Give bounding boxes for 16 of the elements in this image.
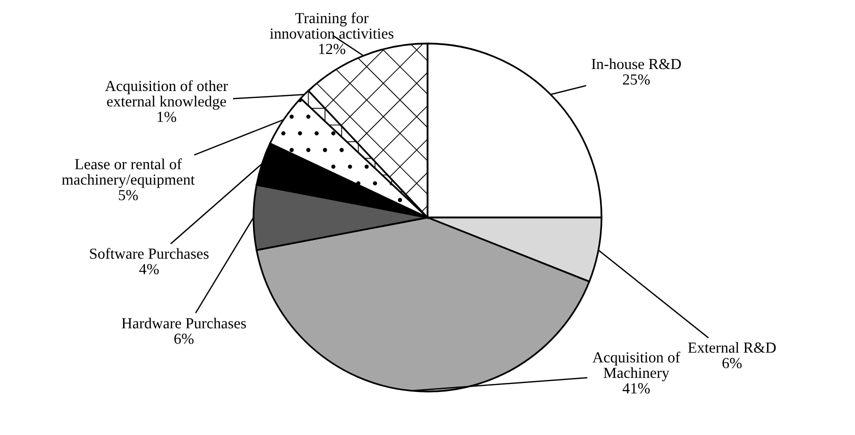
slice-label: Training for innovation activities <box>270 12 394 39</box>
slice-label: Lease or rental of machinery/equipment <box>62 158 195 188</box>
data-label: 25% <box>622 74 650 85</box>
slice-label: Hardware Purchases <box>122 318 246 328</box>
slice-label: Acquisition of Machinery <box>592 352 680 382</box>
data-label: 4% <box>139 264 159 274</box>
data-label: 6% <box>722 358 742 368</box>
data-label: 5% <box>118 190 138 200</box>
data-label: 1% <box>158 112 176 122</box>
slice-label: Software Purchases <box>90 248 209 259</box>
slice-label: Acquisition of other external knowledge <box>105 80 228 110</box>
data-label: 41% <box>622 383 650 394</box>
slice-label: In-house R&D <box>592 58 681 70</box>
data-label: 12% <box>319 44 346 54</box>
data-label: 6% <box>174 334 194 344</box>
slice-label: External R&D <box>688 342 776 353</box>
